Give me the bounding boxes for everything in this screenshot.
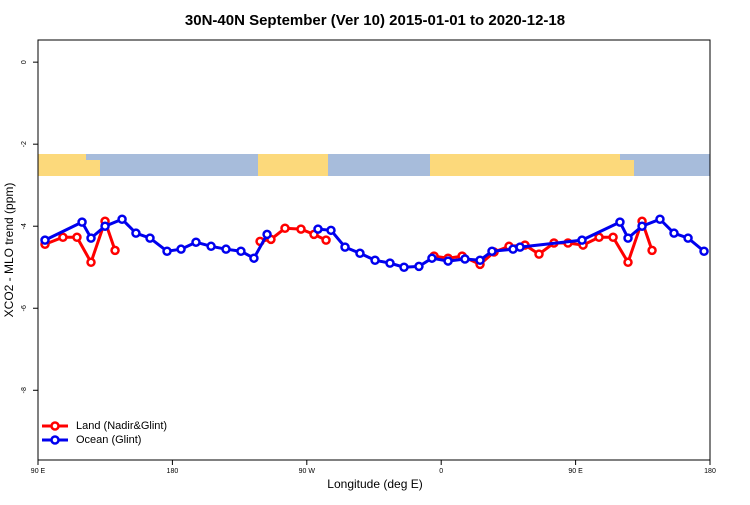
data-point <box>515 242 525 252</box>
y-tick-label: 0 <box>21 60 28 64</box>
data-point <box>321 235 331 245</box>
data-point <box>577 235 587 245</box>
y-tick-label: -6 <box>21 305 28 311</box>
map-strip <box>38 154 710 176</box>
data-point <box>623 233 633 243</box>
data-point <box>86 257 96 268</box>
data-point <box>131 228 141 238</box>
x-axis-label: Longitude (deg E) <box>327 477 422 491</box>
y-tick-label: -2 <box>21 141 28 147</box>
data-point <box>487 246 497 256</box>
data-point <box>77 217 87 227</box>
data-point <box>221 244 231 254</box>
chart-title: 30N-40N September (Ver 10) 2015-01-01 to… <box>185 12 565 29</box>
x-tick-label: 90 W <box>299 468 316 475</box>
data-point <box>655 214 665 224</box>
x-tick-label: 90 E <box>568 468 583 475</box>
data-point <box>191 237 201 247</box>
legend-label: Ocean (Glint) <box>76 434 141 446</box>
data-point <box>176 244 186 254</box>
data-point <box>615 217 625 227</box>
legend-marker <box>50 435 60 445</box>
y-tick-label: -4 <box>21 223 28 229</box>
data-point <box>236 246 246 256</box>
data-point <box>623 257 633 268</box>
data-point <box>637 221 647 231</box>
data-point <box>313 224 323 234</box>
data-point <box>110 245 120 256</box>
data-point <box>699 246 709 256</box>
data-point <box>280 223 290 234</box>
data-point <box>100 221 110 231</box>
plot-frame <box>37 39 711 461</box>
data-point <box>58 232 68 243</box>
legend: Land (Nadir&Glint) Ocean (Glint) <box>42 420 167 446</box>
y-axis-label: XCO2 - MLO trend (ppm) <box>2 183 16 318</box>
data-point <box>460 254 470 264</box>
legend-marker <box>50 421 60 431</box>
data-point <box>414 261 424 272</box>
data-point <box>669 228 679 238</box>
data-point <box>72 232 82 243</box>
legend-label: Land (Nadir&Glint) <box>76 420 167 432</box>
x-tick-label: 180 <box>704 468 716 475</box>
data-point <box>534 249 544 259</box>
data-point <box>355 248 365 259</box>
data-point <box>326 225 336 236</box>
y-tick-label: -8 <box>21 387 28 393</box>
data-point <box>86 233 96 243</box>
data-point <box>145 233 155 243</box>
x-tick-label: 180 <box>167 468 179 475</box>
x-tick-label: 0 <box>439 468 443 475</box>
data-point <box>647 245 657 256</box>
data-point <box>443 256 453 266</box>
data-point <box>370 255 380 266</box>
data-point <box>683 233 693 243</box>
data-point <box>427 253 437 263</box>
data-point <box>385 258 395 268</box>
data-point <box>594 232 604 243</box>
data-point <box>608 232 618 243</box>
data-point <box>40 235 50 245</box>
data-point <box>162 246 172 256</box>
data-point <box>262 229 272 240</box>
data-point <box>206 241 216 252</box>
data-point <box>475 255 485 266</box>
data-point <box>117 214 127 224</box>
data-point <box>399 262 409 272</box>
data-point <box>296 224 306 234</box>
x-tick-label: 90 E <box>31 468 46 475</box>
data-point <box>249 253 259 263</box>
data-point <box>340 242 350 252</box>
